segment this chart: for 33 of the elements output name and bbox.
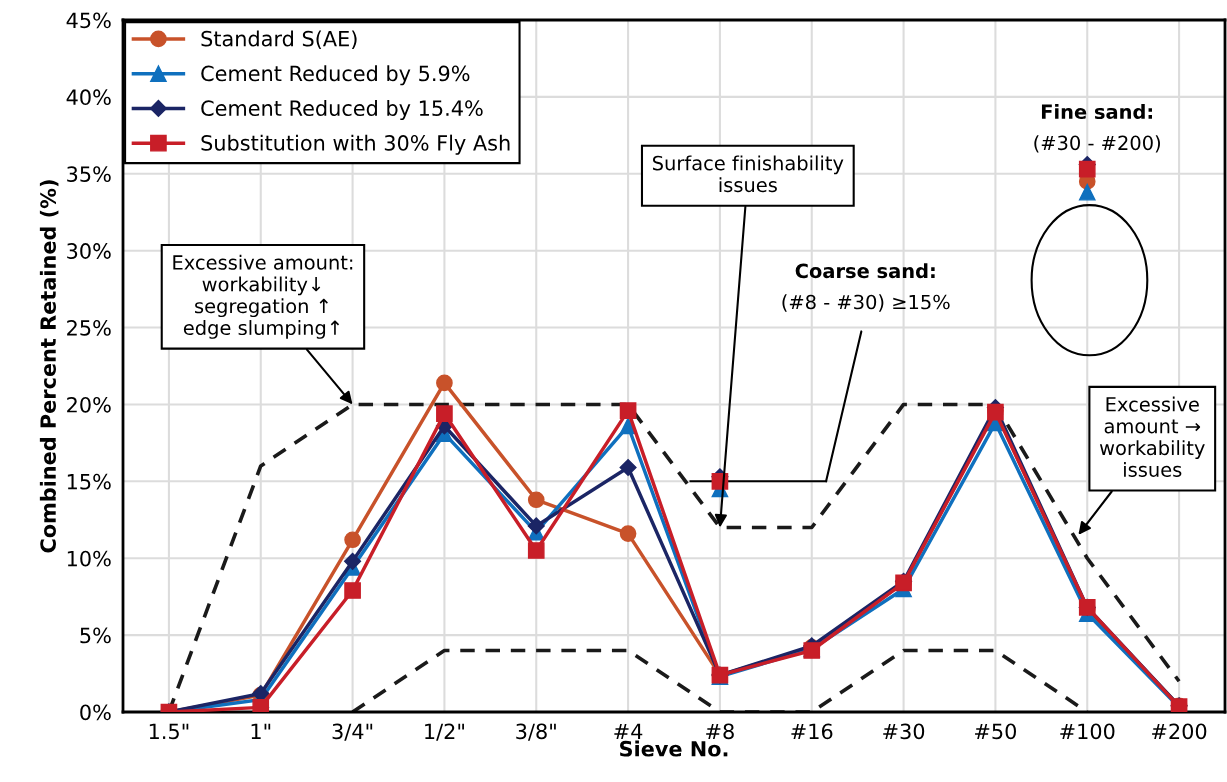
- x-tick-label: #100: [1060, 723, 1115, 740]
- y-tick-label: 5%: [80, 627, 111, 644]
- x-tick-label: 1/2": [425, 723, 464, 741]
- annotation: Excessive amount: workability↓ segregation ↑ edge slumping↑: [173, 254, 353, 339]
- y-tick-label: 35%: [67, 166, 111, 182]
- annotation: Excessive amount → workability issues: [1099, 396, 1205, 477]
- legend-label: Cement Reduced by 15.4%: [201, 99, 483, 121]
- y-tick-label: 45%: [66, 12, 111, 29]
- x-tick-label: 3/4": [332, 723, 373, 741]
- x-tick-label: #4: [614, 723, 643, 739]
- y-tick-label: 20%: [67, 396, 111, 413]
- ref-line-label: Coarse sand: (#8 - #30) ≥15%: [782, 263, 950, 312]
- x-tick-label: 3/8": [516, 723, 556, 741]
- y-tick-label: 15%: [67, 473, 111, 490]
- x-tick-label: #30: [883, 723, 925, 740]
- y-tick-label: 10%: [67, 550, 111, 567]
- annotation: Fine sand: (#30 - #200): [1034, 104, 1160, 153]
- y-tick-label: 0%: [80, 704, 111, 721]
- x-tick-label: #50: [975, 723, 1017, 740]
- y-tick-label: 25%: [67, 320, 111, 336]
- x-tick-label: #16: [791, 723, 833, 740]
- y-tick-label: 40%: [66, 89, 111, 106]
- y-axis-title: Combined Percent Retained (%): [39, 180, 59, 553]
- annotation: Surface finishability issues: [652, 155, 844, 193]
- legend-label: Cement Reduced by 5.9%: [201, 65, 470, 86]
- y-tick-label: 30%: [67, 243, 111, 259]
- x-tick-label: 1": [251, 723, 271, 739]
- legend-label: Standard S(AE): [201, 30, 357, 49]
- x-axis-title: Sieve No.: [620, 740, 728, 757]
- x-tick-label: #200: [1152, 723, 1207, 740]
- legend-label: Substitution with 30% Fly Ash: [201, 134, 510, 155]
- x-tick-label: #8: [706, 723, 734, 740]
- x-tick-label: 1.5": [149, 723, 189, 740]
